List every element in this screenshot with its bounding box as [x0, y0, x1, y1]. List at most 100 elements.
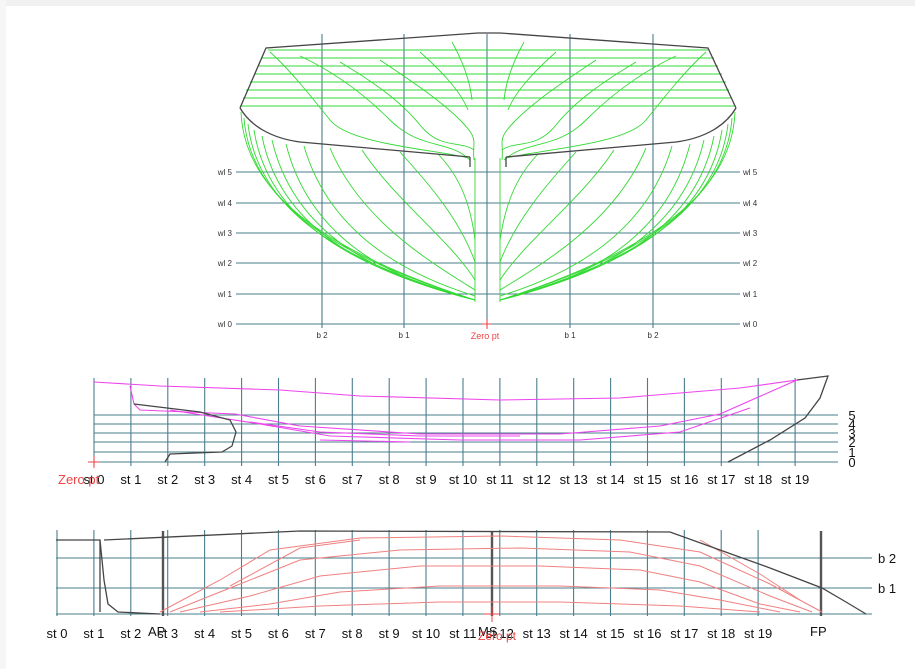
plan-station-label: st 16 [633, 626, 661, 641]
section-line [247, 123, 476, 301]
keel-rudder-outline [133, 403, 237, 463]
zero-point-label: Zero pt [471, 331, 500, 341]
section-line [499, 153, 539, 241]
buttock-label: b 2 [647, 331, 659, 340]
window-top-edge [0, 0, 915, 6]
plan-station-label: st 18 [707, 626, 735, 641]
wl-label-left: wl 2 [217, 259, 233, 268]
plan-station-label: st 1 [83, 626, 104, 641]
diagonal-curve [699, 539, 801, 601]
waterline-curve [179, 565, 801, 613]
profile-wl-label: 4 [848, 417, 855, 432]
waterline-curve [159, 535, 823, 613]
profile-station-label: st 6 [305, 472, 326, 487]
stem-outline [727, 375, 829, 463]
section-line [303, 145, 476, 297]
section-line [240, 111, 476, 301]
buttock-label: b 1 [564, 331, 576, 340]
buttock-line [319, 439, 411, 443]
profile-station-label: st 2 [157, 472, 178, 487]
section-line [499, 147, 647, 291]
section-line [339, 61, 475, 151]
profile-station-label: st 10 [449, 472, 477, 487]
deck-edge-outline [103, 530, 867, 615]
profile-lines [93, 379, 798, 443]
section-line [419, 51, 469, 111]
profile-station-label: st 17 [707, 472, 735, 487]
profile-station-label: st 0 [84, 472, 105, 487]
waterline-curve [199, 585, 781, 613]
plan-station-label: st 10 [412, 626, 440, 641]
plan-zero-label: Zero pt [478, 629, 517, 643]
body-plan: wl 5 wl 4 wl 3 wl 2 wl 1 wl 0 wl 5 wl 4 … [217, 32, 758, 341]
profile-wl-labels: 5 4 3 2 1 0 [848, 408, 855, 470]
body-plan-grid [236, 34, 740, 328]
profile-zero-label: Zero pt [58, 472, 100, 487]
plan-station-label: st 13 [523, 626, 551, 641]
profile-station-label: st 1 [120, 472, 141, 487]
plan-station-label: st 6 [268, 626, 289, 641]
section-line [505, 51, 707, 159]
section-line [261, 135, 476, 301]
section-line [253, 129, 476, 301]
section-line [437, 153, 476, 241]
section-line [451, 41, 473, 101]
profile-station-label: st 16 [670, 472, 698, 487]
profile-wl-label: 3 [848, 426, 855, 441]
wl-label-right: wl 0 [742, 320, 758, 329]
body-plan-labels: wl 5 wl 4 wl 3 wl 2 wl 1 wl 0 wl 5 wl 4 … [217, 168, 758, 341]
section-line [329, 147, 476, 291]
plan-view: b 2 b 1 st 0 st 1 st 2 st 3 st 4 st 5 st 6 st 7… [47, 530, 896, 643]
section-line [499, 149, 615, 281]
section-line [501, 61, 637, 151]
profile-station-label: st 14 [597, 472, 625, 487]
profile-station-label: st 19 [781, 472, 809, 487]
plan-station-label: st 14 [560, 626, 588, 641]
profile-station-labels: st 0 st 1 st 2 st 3 st 4 st 5 st 6 st 7 st 8 st 9… [84, 472, 810, 487]
section-line [379, 59, 475, 161]
plan-grid [56, 530, 872, 616]
profile-station-label: st 13 [560, 472, 588, 487]
section-line [507, 51, 557, 111]
section-line [501, 59, 597, 161]
diagonal-curve [229, 539, 361, 587]
plan-station-labels: st 0 st 1 st 2 st 3 st 4 st 5 st 6 st 7 st 8 st 9… [47, 626, 773, 641]
plan-buttock-label: b 2 [878, 551, 896, 566]
plan-station-label: st 11 [449, 626, 476, 641]
wl-label-right: wl 1 [742, 290, 758, 299]
profile-station-label: st 4 [231, 472, 252, 487]
plan-lines [159, 535, 823, 613]
plan-station-label: st 9 [379, 626, 400, 641]
plan-station-label: st 4 [194, 626, 215, 641]
section-line [499, 129, 723, 301]
profile-station-label: st 18 [744, 472, 772, 487]
profile-station-label: st 5 [268, 472, 289, 487]
section-line [399, 151, 476, 263]
profile-station-label: st 12 [523, 472, 551, 487]
plan-station-label: st 19 [744, 626, 772, 641]
profile-station-label: st 3 [194, 472, 215, 487]
wl-label-left: wl 0 [217, 320, 233, 329]
profile-station-label: st 15 [633, 472, 661, 487]
plan-station-label: st 12 [486, 626, 514, 641]
plan-buttock-label: b 1 [878, 581, 896, 596]
section-line [499, 117, 733, 301]
plan-station-label: st 17 [670, 626, 698, 641]
profile-zero-marker [88, 456, 100, 468]
plan-station-label: st 15 [596, 626, 624, 641]
section-line [361, 149, 476, 281]
wl-label-right: wl 2 [742, 259, 758, 268]
profile-wl-label: 5 [848, 408, 855, 423]
wl-label-left: wl 4 [217, 199, 233, 208]
plan-station-label: st 3 [157, 626, 178, 641]
buttock-label: b 1 [398, 331, 410, 340]
plan-zero-marker [484, 606, 500, 622]
body-plan-hull-outline [239, 32, 737, 167]
section-line [299, 55, 471, 161]
deck-outline-stbd [505, 107, 737, 158]
profile-station-label: st 9 [416, 472, 437, 487]
plan-hull-outline [56, 530, 867, 615]
wl-label-left: wl 5 [217, 168, 233, 177]
